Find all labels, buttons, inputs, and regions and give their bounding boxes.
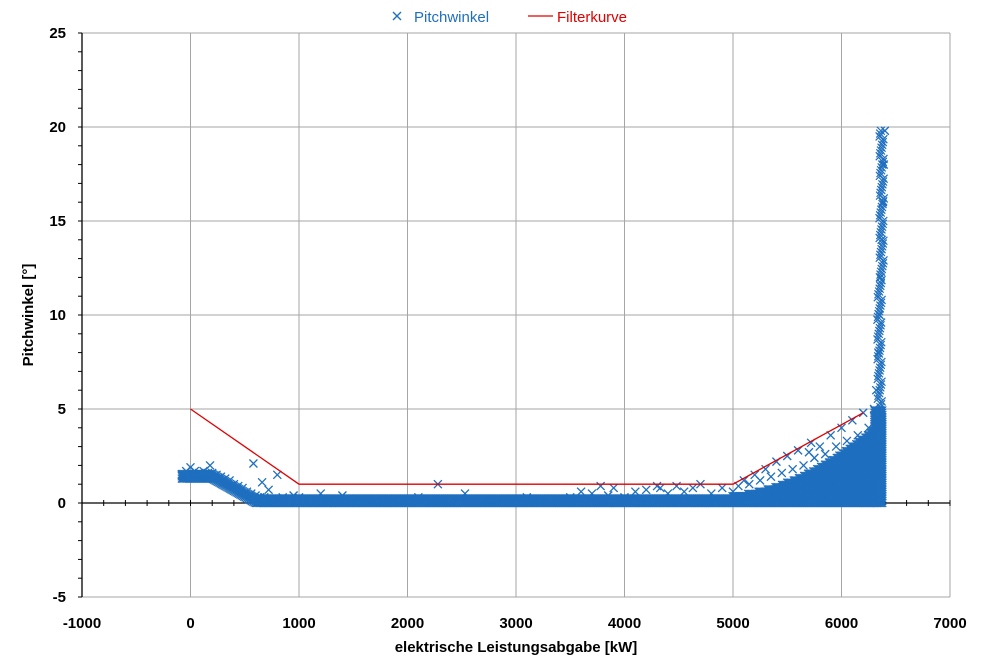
x-axis-title: elektrische Leistungsabgabe [kW] — [395, 639, 638, 656]
x-tick-labels: -1000 0 1000 2000 3000 4000 5000 6000 7000 — [63, 615, 967, 632]
y-tick-label: 10 — [49, 307, 66, 324]
y-tick-label: 20 — [49, 119, 66, 136]
legend-marker-pitchwinkel — [392, 11, 402, 21]
y-tick-label: 5 — [58, 401, 66, 418]
x-tick-label: 0 — [186, 615, 194, 632]
y-tick-label: 25 — [49, 25, 66, 42]
pitchwinkel-points — [177, 126, 890, 508]
y-tick-labels: -5 0 5 10 15 20 25 — [49, 25, 66, 606]
x-tick-label: 2000 — [391, 615, 424, 632]
x-tick-label: 6000 — [825, 615, 858, 632]
legend-label-pitchwinkel: Pitchwinkel — [414, 9, 489, 26]
x-tick-label: -1000 — [63, 615, 101, 632]
x-tick-label: 5000 — [716, 615, 749, 632]
legend: Pitchwinkel Filterkurve — [392, 9, 627, 26]
y-tick-label: 15 — [49, 213, 66, 230]
x-tick-label: 7000 — [933, 615, 966, 632]
y-tick-label: 0 — [58, 495, 66, 512]
x-tick-label: 3000 — [499, 615, 532, 632]
x-tick-label: 1000 — [282, 615, 315, 632]
x-tick-label: 4000 — [608, 615, 641, 632]
y-axis-title: Pitchwinkel [°] — [20, 264, 37, 367]
legend-label-filterkurve: Filterkurve — [557, 9, 627, 26]
y-tick-label: -5 — [53, 589, 66, 606]
